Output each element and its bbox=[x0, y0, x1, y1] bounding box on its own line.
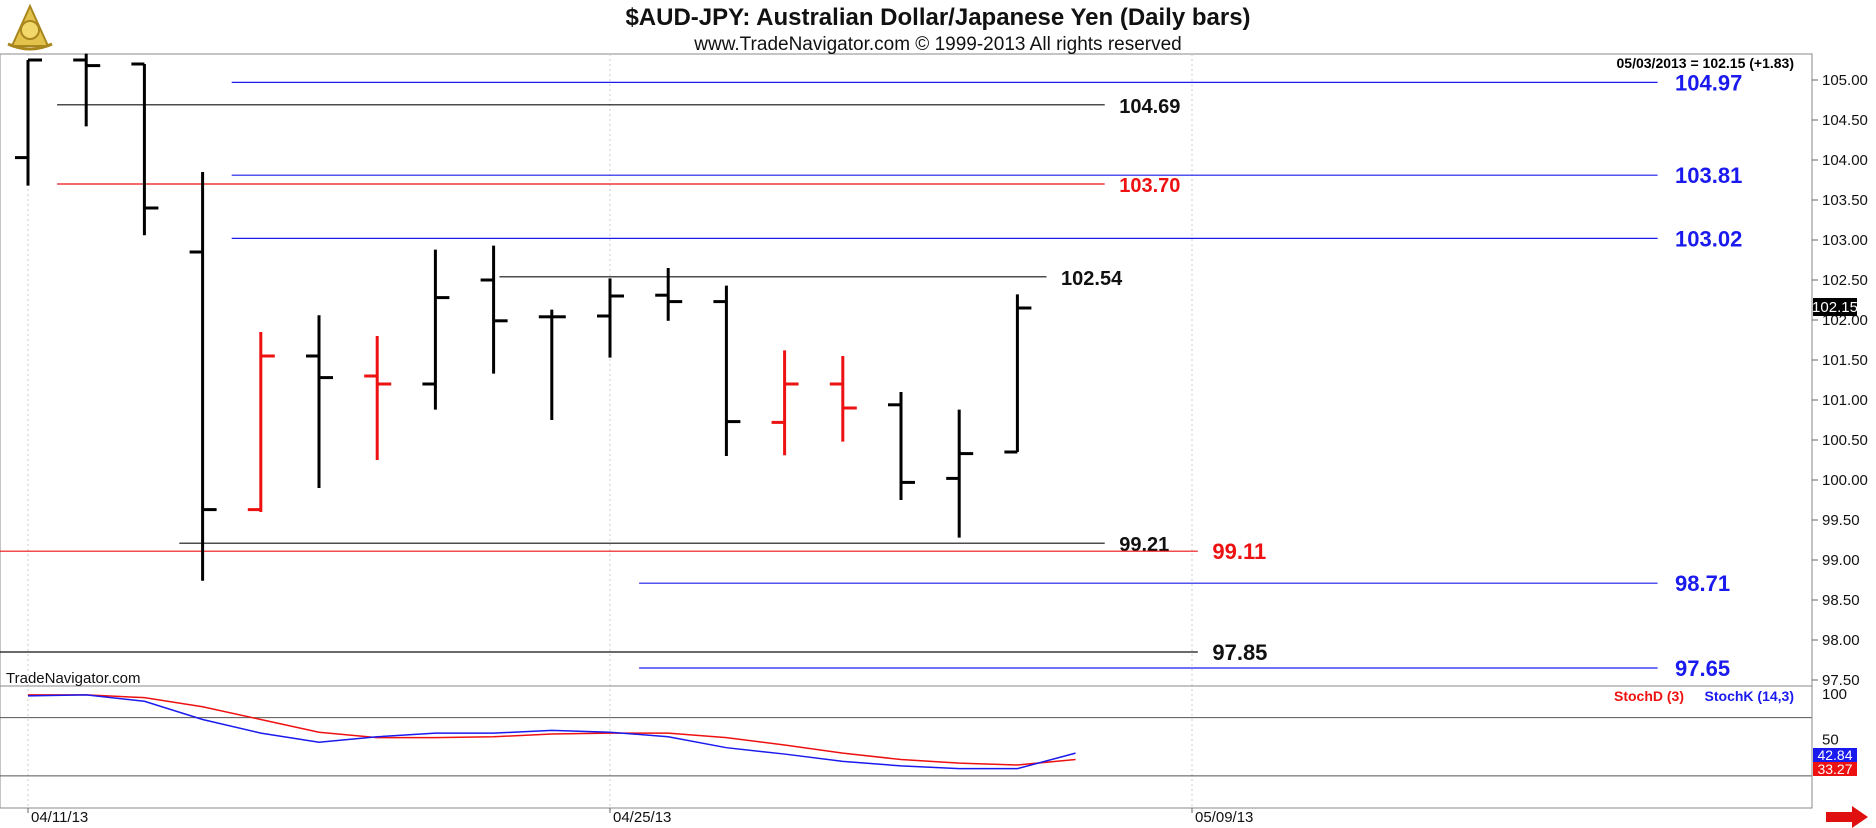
price-tick-label: 100.00 bbox=[1822, 472, 1868, 489]
price-tick-label: 99.00 bbox=[1822, 552, 1860, 569]
ohlc-bar bbox=[713, 285, 741, 456]
price-tick-label: 98.00 bbox=[1822, 632, 1860, 649]
stochd-legend: StochD (3) bbox=[1614, 688, 1684, 704]
ohlc-bar bbox=[597, 278, 624, 358]
level-lines: 104.97 104.69 103.81 103.70 103.02 102.54 99.2… bbox=[0, 70, 1742, 681]
price-tick-label: 99.50 bbox=[1822, 512, 1860, 529]
stochd-tag-box bbox=[1813, 762, 1857, 776]
level-label: 97.85 bbox=[1212, 640, 1267, 665]
date-axis: 04/11/13 04/25/13 05/09/13 bbox=[27, 808, 1253, 826]
price-tick-label: 101.00 bbox=[1822, 392, 1868, 409]
brand-label: TradeNavigator.com bbox=[6, 670, 141, 687]
price-tick-label: 101.50 bbox=[1822, 352, 1868, 369]
price-tick-label: 100.50 bbox=[1822, 432, 1868, 449]
price-tick-label: 102.50 bbox=[1822, 272, 1868, 289]
ohlc-bar bbox=[538, 309, 566, 420]
level-label: 99.11 bbox=[1212, 539, 1266, 564]
level-label: 102.54 bbox=[1061, 268, 1123, 290]
ohlc-bar bbox=[771, 350, 799, 456]
price-tick-label: 103.50 bbox=[1822, 192, 1868, 209]
ohlc-bar bbox=[1004, 294, 1032, 454]
price-tick-label: 98.50 bbox=[1822, 592, 1860, 609]
price-tick-label: 102.00 bbox=[1822, 312, 1868, 329]
level-label: 104.97 bbox=[1675, 70, 1742, 95]
right-arrow-icon[interactable] bbox=[1826, 806, 1868, 828]
price-axis: 105.00 104.50 104.00 103.50 103.00 102.50 102.… bbox=[1811, 54, 1868, 689]
stochk-line bbox=[27, 694, 1076, 770]
ohlc-bar bbox=[829, 356, 857, 442]
ohlc-bar bbox=[946, 409, 974, 538]
stochk-legend: StochK (14,3) bbox=[1705, 688, 1794, 704]
date-tick-label: 04/11/13 bbox=[31, 809, 88, 826]
sextant-logo-icon bbox=[7, 3, 53, 51]
ohlc-bar bbox=[73, 53, 101, 127]
level-label: 97.65 bbox=[1675, 656, 1730, 681]
price-tick-label: 105.00 bbox=[1822, 72, 1868, 89]
plot-frame bbox=[0, 53, 1813, 809]
stochd-line bbox=[28, 694, 1076, 766]
ohlc-bar bbox=[131, 62, 159, 236]
level-label: 103.02 bbox=[1675, 226, 1742, 251]
price-tick-label: 103.00 bbox=[1822, 232, 1868, 249]
ohlc-bar bbox=[247, 332, 275, 512]
stoch-tick-label: 100 bbox=[1822, 686, 1847, 703]
stochk-last-value: 42.84 bbox=[1817, 747, 1852, 763]
level-label: 103.81 bbox=[1675, 163, 1742, 188]
ohlc-bar bbox=[480, 245, 508, 374]
last-price-tag-box bbox=[1813, 298, 1857, 316]
stochk-tag-box bbox=[1813, 748, 1857, 762]
last-price-tag: 102.15 bbox=[1812, 299, 1858, 316]
price-tick-label: 104.00 bbox=[1822, 152, 1868, 169]
date-tick-label: 04/25/13 bbox=[613, 809, 671, 826]
price-tick-label: 104.50 bbox=[1822, 112, 1868, 129]
price-bars bbox=[15, 53, 1032, 581]
level-label: 103.70 bbox=[1119, 175, 1180, 197]
ohlc-bar bbox=[306, 315, 333, 488]
chart-title: $AUD-JPY: Australian Dollar/Japanese Yen… bbox=[625, 4, 1250, 31]
ohlc-bar bbox=[888, 392, 915, 500]
stochd-last-value: 33.27 bbox=[1817, 761, 1852, 777]
price-tick-label: 97.50 bbox=[1822, 672, 1860, 689]
last-price-info: 05/03/2013 = 102.15 (+1.83) bbox=[1617, 55, 1794, 71]
level-label: 104.69 bbox=[1119, 96, 1180, 118]
chart-subtitle: www.TradeNavigator.com © 1999-2013 All r… bbox=[693, 34, 1181, 55]
level-label: 98.71 bbox=[1675, 571, 1730, 596]
ohlc-bar bbox=[422, 249, 450, 410]
level-label: 99.21 bbox=[1119, 534, 1169, 556]
ohlc-bar bbox=[15, 58, 42, 186]
ohlc-bar bbox=[364, 336, 392, 460]
date-tick-label: 05/09/13 bbox=[1195, 809, 1253, 826]
ohlc-bar bbox=[655, 268, 683, 321]
ohlc-bar bbox=[189, 172, 217, 581]
stoch-tick-label: 50 bbox=[1822, 732, 1839, 749]
